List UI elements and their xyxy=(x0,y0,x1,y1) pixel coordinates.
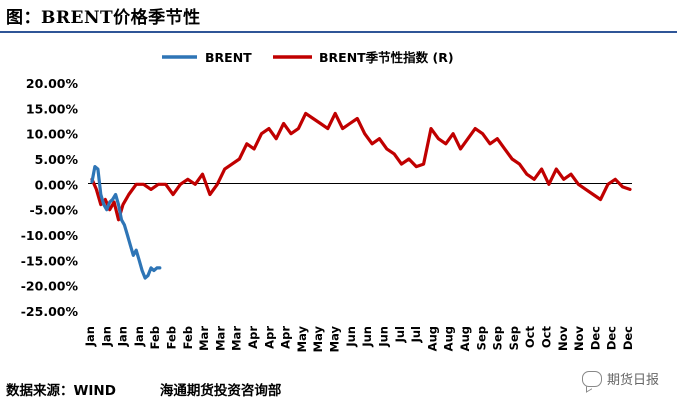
x-tick-label: May xyxy=(311,326,325,353)
x-tick-label: Jul xyxy=(393,326,407,343)
x-tick-label: Dec xyxy=(621,326,635,350)
x-tick-label: Aug xyxy=(458,326,472,351)
x-tick-label: Mar xyxy=(213,326,227,351)
x-tick-label: Sep xyxy=(491,326,505,350)
data-source: 数据来源：WIND 海通期货投资咨询部 xyxy=(6,379,281,399)
x-tick-label: Dec xyxy=(605,326,619,350)
x-tick-label: Feb xyxy=(165,326,179,349)
wechat-icon xyxy=(581,370,602,387)
x-tick-label: Dec xyxy=(588,326,602,350)
y-tick-label: -5.00% xyxy=(29,203,78,218)
series-line-brent xyxy=(90,165,162,280)
watermark: 期货日报 xyxy=(581,369,659,388)
x-tick-label: Feb xyxy=(148,326,162,349)
x-tick-label: Nov xyxy=(556,326,570,352)
y-axis: 20.00% 15.00% 10.00% 5.00% 0.00% -5.00% -10.00… xyxy=(21,76,79,319)
org-label: 海通期货投资咨询部 xyxy=(159,383,282,399)
x-axis-ticks: Jan Jan Jan Jan Feb Feb Feb Mar Mar Mar Apr Apr Apr M… xyxy=(83,326,635,353)
y-tick-label: -20.00% xyxy=(21,279,79,294)
x-tick-label: Sep xyxy=(507,326,521,350)
y-tick-label: -15.00% xyxy=(21,253,79,268)
chart-title: 图：BRENT价格季节性 xyxy=(6,8,201,28)
legend-label-brent: BRENT xyxy=(205,50,252,65)
x-tick-label: Jun xyxy=(344,326,358,348)
chart: BRENT BRENT季节性指数 (R) 20.00% 15.00% 10.00% 5… xyxy=(21,50,635,353)
y-tick-label: 20.00% xyxy=(26,76,79,91)
x-tick-label: May xyxy=(295,326,309,353)
x-tick-label: Apr xyxy=(262,326,276,349)
legend: BRENT BRENT季节性指数 (R) xyxy=(162,50,454,65)
x-tick-label: May xyxy=(328,326,342,353)
legend-label-seasonal: BRENT季节性指数 (R) xyxy=(319,50,454,65)
y-tick-label: 15.00% xyxy=(26,101,79,116)
x-tick-label: Sep xyxy=(474,326,488,350)
x-tick-label: Nov xyxy=(572,326,586,352)
y-tick-label: -25.00% xyxy=(21,304,79,319)
x-tick-label: Jul xyxy=(409,326,423,343)
y-tick-label: 0.00% xyxy=(35,177,79,192)
x-tick-label: Jan xyxy=(99,326,113,347)
x-tick-label: Jan xyxy=(83,326,97,347)
watermark-text: 期货日报 xyxy=(606,373,659,388)
x-tick-label: Feb xyxy=(181,326,195,349)
series-line-seasonal xyxy=(90,111,632,222)
x-tick-label: Jan xyxy=(116,326,130,347)
source-label: 数据来源：WIND xyxy=(6,383,116,399)
y-tick-label: 5.00% xyxy=(35,152,79,167)
x-tick-label: Aug xyxy=(425,326,439,351)
x-tick-label: Oct xyxy=(523,326,537,349)
x-tick-label: Jun xyxy=(377,326,391,348)
series-layer xyxy=(90,111,632,280)
x-tick-label: Oct xyxy=(540,326,554,349)
x-tick-label: Apr xyxy=(246,326,260,349)
x-tick-label: Jan xyxy=(132,326,146,347)
x-tick-label: Mar xyxy=(230,326,244,351)
y-tick-label: 10.00% xyxy=(26,127,79,142)
y-tick-label: -10.00% xyxy=(21,228,79,243)
x-tick-label: Aug xyxy=(442,326,456,351)
x-tick-label: Jun xyxy=(360,326,374,348)
x-tick-label: Mar xyxy=(197,326,211,351)
title-divider xyxy=(0,31,677,33)
x-tick-label: Apr xyxy=(279,326,293,349)
